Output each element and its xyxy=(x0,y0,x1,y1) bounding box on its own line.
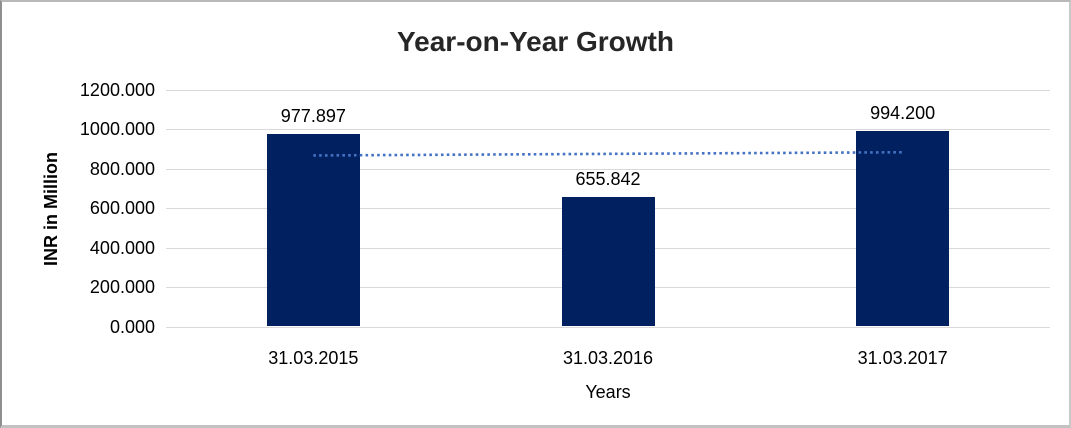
bar-data-label: 655.842 xyxy=(575,169,641,190)
bar-31.03.2016 xyxy=(561,197,655,327)
bar-31.03.2017 xyxy=(856,130,950,327)
gridline xyxy=(166,90,1050,91)
gridline xyxy=(166,129,1050,131)
y-tick-label: 600.000 xyxy=(89,198,155,219)
bar-data-label: 977.897 xyxy=(280,105,346,126)
bar-data-label: 994.200 xyxy=(870,102,936,123)
y-tick-label: 200.000 xyxy=(89,277,155,298)
y-tick-label: 1000.000 xyxy=(79,119,155,140)
x-tick-label: 31.03.2016 xyxy=(562,348,654,368)
x-tick-label: 31.03.2017 xyxy=(857,348,948,368)
chart-title: Year-on-Year Growth xyxy=(397,26,674,57)
gridline xyxy=(166,326,1050,328)
y-tick-label: 800.000 xyxy=(89,158,155,179)
x-tick-label: 31.03.2015 xyxy=(268,348,359,368)
x-axis-title: Years xyxy=(585,382,631,402)
y-tick-label: 1200.000 xyxy=(79,80,155,100)
gridline xyxy=(166,168,1050,170)
y-tick-label: 0.000 xyxy=(109,316,155,337)
bar-31.03.2015 xyxy=(266,133,360,327)
y-tick-label: 400.000 xyxy=(89,237,155,258)
